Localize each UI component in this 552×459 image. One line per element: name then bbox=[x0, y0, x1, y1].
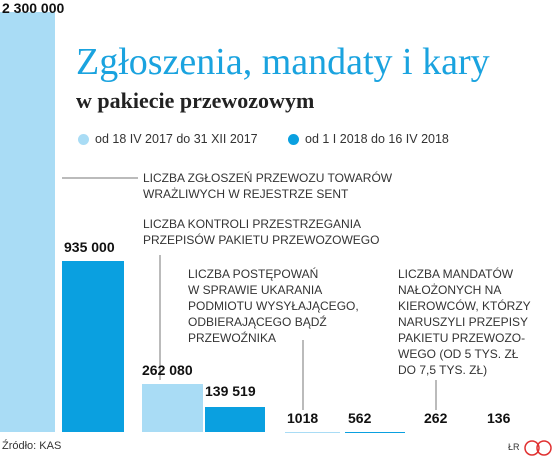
chart-title: Zgłoszenia, mandaty i kary bbox=[76, 41, 490, 83]
value-label: 935 000 bbox=[64, 239, 115, 256]
legend-item: od 18 IV 2017 do 31 XII 2017 bbox=[78, 132, 258, 146]
value-label: 139 519 bbox=[205, 382, 256, 399]
legend-swatch bbox=[78, 133, 89, 145]
chart-subtitle: w pakiecie przewozowym bbox=[76, 88, 315, 113]
value-label: 262 080 bbox=[142, 362, 193, 379]
bar bbox=[62, 261, 124, 432]
bar bbox=[205, 406, 265, 432]
value-label: 562 bbox=[348, 409, 372, 426]
category-label: LICZBA POSTĘPOWAŃ W SPRAWIE UKARANIA POD… bbox=[188, 267, 359, 345]
value-label: 1018 bbox=[287, 409, 319, 426]
logo bbox=[536, 440, 552, 456]
category-label: LICZBA KONTROLI PRZESTRZEGANIA PRZEPISÓW… bbox=[143, 217, 380, 247]
category-label: LICZBA ZGŁOSZEŃ PRZEWOZU TOWARÓW WRAŻLIW… bbox=[143, 171, 393, 201]
bar bbox=[0, 12, 55, 432]
source: Źródło: KAS bbox=[2, 440, 62, 452]
legend-label: od 1 I 2018 do 16 IV 2018 bbox=[305, 132, 449, 146]
legend-label: od 18 IV 2017 do 31 XII 2017 bbox=[95, 132, 258, 146]
value-label: 2 300 000 bbox=[2, 0, 65, 16]
bar bbox=[142, 384, 203, 432]
logo bbox=[524, 440, 540, 456]
value-label: 136 bbox=[487, 409, 511, 426]
legend-swatch bbox=[288, 133, 299, 145]
value-label: 262 bbox=[424, 409, 448, 426]
category-label: LICZBA MANDATÓW NAŁOŻONYCH NA KIEROWCÓW,… bbox=[398, 267, 531, 377]
author: ŁR bbox=[508, 442, 520, 452]
legend-item: od 1 I 2018 do 16 IV 2018 bbox=[288, 132, 449, 146]
